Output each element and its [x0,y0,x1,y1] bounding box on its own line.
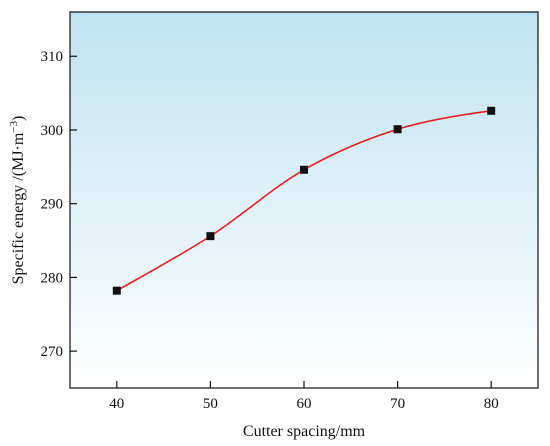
y-tick-label: 270 [41,344,64,360]
x-tick-label: 80 [484,396,499,412]
y-axis-label-main: Specific energy /(MJ·m [10,132,27,284]
y-tick-label: 310 [41,49,64,65]
y-tick-label: 280 [41,270,64,286]
plot-background [70,12,538,388]
y-tick-label: 290 [41,197,64,213]
x-tick-label: 50 [203,396,218,412]
x-axis-label: Cutter spacing/mm [243,423,366,440]
y-axis-label-tail: ) [10,116,27,121]
data-point [300,165,308,174]
y-axis-label: Specific energy /(MJ·m−3) [8,116,27,285]
x-tick-label: 70 [390,396,405,412]
data-point [206,232,215,241]
y-axis-label-sup: −3 [8,120,20,132]
data-markers [112,106,496,295]
data-point [112,286,121,295]
x-tick-label: 40 [109,396,124,412]
data-point [393,125,402,134]
data-point [487,106,496,115]
tick-labels: 40 50 60 70 80 270 280 290 300 310 [41,49,499,412]
plot-frame [69,11,539,389]
y-tick-label: 300 [41,123,64,139]
x-tick-label: 60 [297,396,312,412]
axis-ticks [70,55,492,388]
